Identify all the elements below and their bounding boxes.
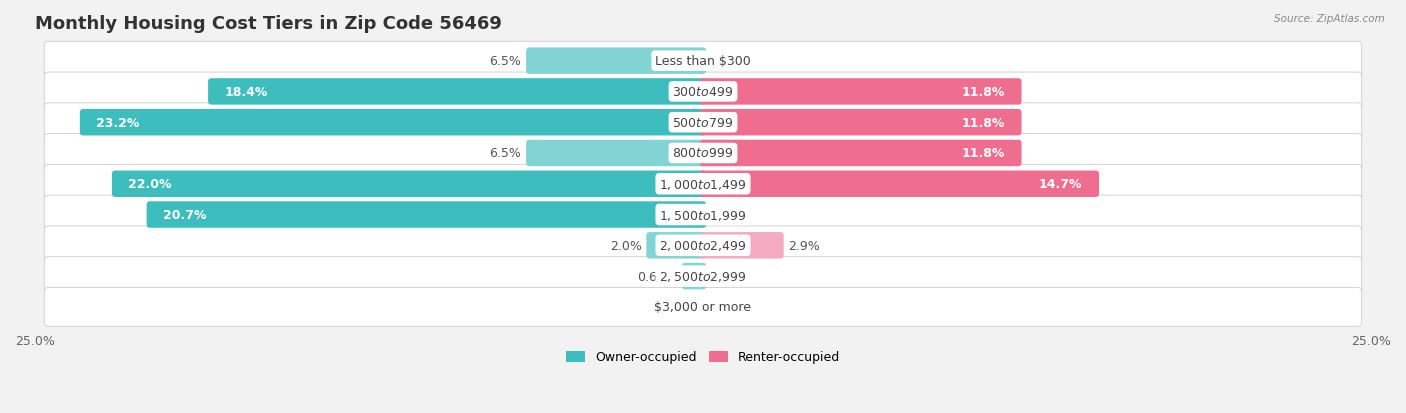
FancyBboxPatch shape (45, 134, 1361, 173)
Text: $1,500 to $1,999: $1,500 to $1,999 (659, 208, 747, 222)
Text: $2,000 to $2,499: $2,000 to $2,499 (659, 239, 747, 253)
FancyBboxPatch shape (45, 257, 1361, 296)
FancyBboxPatch shape (146, 202, 706, 228)
FancyBboxPatch shape (700, 233, 783, 259)
FancyBboxPatch shape (45, 288, 1361, 326)
Text: $2,500 to $2,999: $2,500 to $2,999 (659, 269, 747, 283)
FancyBboxPatch shape (700, 79, 1022, 105)
FancyBboxPatch shape (45, 104, 1361, 142)
Text: 11.8%: 11.8% (962, 116, 1005, 129)
FancyBboxPatch shape (45, 42, 1361, 81)
FancyBboxPatch shape (700, 171, 1099, 197)
Text: 0.0%: 0.0% (711, 209, 742, 221)
Text: $1,000 to $1,499: $1,000 to $1,499 (659, 177, 747, 191)
Text: $500 to $799: $500 to $799 (672, 116, 734, 129)
Text: 14.7%: 14.7% (1039, 178, 1083, 191)
FancyBboxPatch shape (700, 140, 1022, 167)
FancyBboxPatch shape (45, 165, 1361, 204)
FancyBboxPatch shape (112, 171, 706, 197)
Text: 11.8%: 11.8% (962, 86, 1005, 99)
Text: $800 to $999: $800 to $999 (672, 147, 734, 160)
Text: 6.5%: 6.5% (489, 147, 522, 160)
FancyBboxPatch shape (45, 73, 1361, 112)
Text: 2.0%: 2.0% (610, 239, 641, 252)
Text: 6.5%: 6.5% (489, 55, 522, 68)
Text: 18.4%: 18.4% (225, 86, 269, 99)
Text: 23.2%: 23.2% (97, 116, 139, 129)
Text: 0.0%: 0.0% (664, 301, 695, 313)
Text: Less than $300: Less than $300 (655, 55, 751, 68)
Text: Monthly Housing Cost Tiers in Zip Code 56469: Monthly Housing Cost Tiers in Zip Code 5… (35, 15, 502, 33)
Text: 0.0%: 0.0% (711, 270, 742, 283)
Text: 0.67%: 0.67% (637, 270, 678, 283)
FancyBboxPatch shape (526, 48, 706, 75)
Text: 0.0%: 0.0% (711, 55, 742, 68)
Legend: Owner-occupied, Renter-occupied: Owner-occupied, Renter-occupied (561, 346, 845, 368)
Text: 0.0%: 0.0% (711, 301, 742, 313)
FancyBboxPatch shape (208, 79, 706, 105)
Text: 2.9%: 2.9% (789, 239, 820, 252)
FancyBboxPatch shape (45, 226, 1361, 265)
FancyBboxPatch shape (526, 140, 706, 167)
FancyBboxPatch shape (80, 110, 706, 136)
Text: 22.0%: 22.0% (128, 178, 172, 191)
Text: 11.8%: 11.8% (962, 147, 1005, 160)
FancyBboxPatch shape (45, 196, 1361, 234)
Text: $3,000 or more: $3,000 or more (655, 301, 751, 313)
FancyBboxPatch shape (700, 110, 1022, 136)
Text: 20.7%: 20.7% (163, 209, 207, 221)
Text: Source: ZipAtlas.com: Source: ZipAtlas.com (1274, 14, 1385, 24)
Text: $300 to $499: $300 to $499 (672, 86, 734, 99)
FancyBboxPatch shape (647, 233, 706, 259)
FancyBboxPatch shape (682, 263, 706, 290)
